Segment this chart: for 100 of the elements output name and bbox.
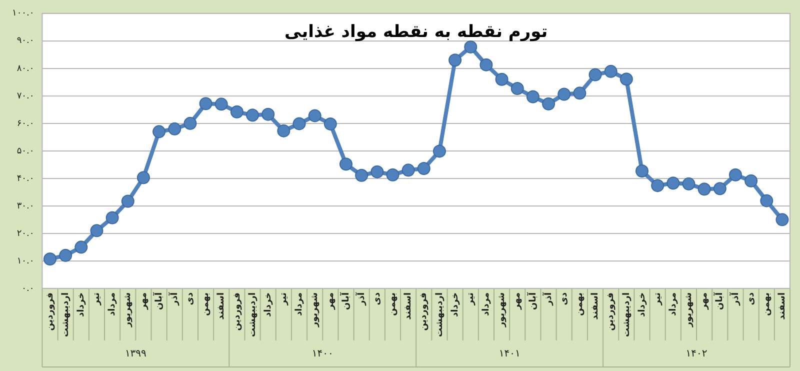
x-tick-label: مرداد (668, 292, 678, 316)
x-tick-label: آذر (728, 292, 741, 306)
text: ۱۴۰۰ (312, 348, 334, 360)
x-tick-label: اسفند (216, 292, 227, 320)
point (386, 168, 400, 182)
y-tick-label: ۶۰.۰ (16, 118, 34, 129)
point (744, 174, 758, 188)
point (526, 90, 540, 104)
point (760, 194, 774, 208)
x-tick-label: فروردین (419, 292, 430, 331)
point (136, 171, 150, 184)
text: ۱۴۰۱ (498, 348, 520, 360)
x-tick-label: اسفند (590, 292, 601, 320)
point (214, 98, 228, 111)
point (698, 182, 711, 196)
x-tick-label: خرداد (450, 292, 460, 317)
point (355, 168, 368, 182)
x-tick-label: اردیبهشت (622, 292, 632, 338)
point (682, 177, 696, 190)
x-tick-label: بهمن (201, 292, 212, 316)
x-tick-label: آبان (526, 292, 538, 310)
x-tick-label: شهریور (310, 292, 320, 328)
x-tick-label: مهر (700, 292, 710, 311)
x-tick-label: مهر (512, 292, 523, 311)
point (728, 168, 742, 182)
x-tick-label: اسفند (778, 292, 788, 320)
y-tick-label: ۱۰۰.۰ (12, 8, 34, 19)
point (106, 211, 119, 224)
text: تورم نقطه به نقطه مواد غذایی (284, 22, 548, 42)
point (651, 179, 664, 192)
point (370, 165, 384, 178)
point (74, 240, 88, 254)
x-tick-label: تیر (92, 292, 102, 306)
x-tick-label: فروردین (232, 292, 242, 331)
point (542, 97, 556, 110)
point (277, 124, 290, 138)
x-tick-label: آبان (339, 292, 352, 310)
point (184, 116, 197, 130)
y-tick-label: ۸۰.۰ (16, 64, 34, 74)
x-tick-label: دی (559, 292, 570, 306)
y-tick-label: ۵۰.۰ (16, 146, 34, 156)
x-tick-label: شهریور (684, 292, 694, 328)
text: ۱۳۹۹ (124, 348, 146, 360)
x-tick-label: اردیبهشت (248, 292, 258, 338)
point (573, 86, 586, 100)
point (230, 105, 244, 118)
x-tick-label: مهر (138, 292, 149, 311)
point (620, 72, 633, 86)
x-tick-label: مرداد (482, 292, 492, 316)
x-tick-label: خرداد (637, 292, 648, 317)
x-tick-label: شهریور (497, 292, 508, 328)
x-tick-label: تیر (466, 292, 476, 306)
point (495, 72, 508, 86)
point (324, 117, 337, 130)
point (152, 125, 166, 138)
y-tick-label: ۴۰.۰ (16, 174, 34, 184)
x-tick-label: دی (372, 292, 382, 306)
text: ۱۴۰۲ (686, 348, 708, 360)
x-tick-label: خرداد (76, 292, 86, 317)
x-tick-label: مرداد (108, 292, 118, 316)
point (262, 108, 275, 121)
x-tick-label: اسفند (404, 292, 414, 320)
x-tick-label: دی (186, 292, 196, 306)
x-tick-label: آذر (542, 292, 554, 306)
x-tick-label: اردیبهشت (434, 292, 445, 338)
y-tick-label: ۱۰.۰ (16, 256, 34, 266)
x-tick-label: فروردین (606, 292, 616, 331)
x-tick-label: تیر (652, 292, 663, 306)
point (432, 144, 446, 158)
point (635, 164, 648, 178)
point (558, 88, 571, 101)
point (776, 213, 789, 226)
point (199, 97, 212, 110)
point (604, 64, 618, 78)
point (417, 162, 430, 176)
y-tick-label: ۷۰.۰ (16, 91, 34, 102)
x-tick-label: آذر (354, 292, 367, 306)
point (666, 176, 680, 190)
point (588, 68, 602, 82)
x-tick-label: آذر (168, 292, 180, 306)
y-tick-label: ۲۰.۰ (16, 228, 34, 239)
x-tick-label: بهمن (388, 292, 398, 316)
x-tick-label: بهمن (575, 292, 586, 316)
point (59, 248, 72, 262)
x-tick-label: تیر (279, 292, 290, 306)
x-tick-label: مهر (326, 292, 336, 311)
point (121, 194, 134, 208)
point (448, 54, 462, 67)
point (713, 182, 726, 196)
point (510, 82, 524, 95)
x-tick-label: اردیبهشت (60, 292, 71, 338)
x-tick-label: مرداد (294, 292, 305, 316)
x-tick-label: شهریور (123, 292, 134, 328)
point (90, 224, 104, 238)
x-tick-label: خرداد (263, 292, 274, 317)
x-tick-label: فروردین (45, 292, 56, 331)
point (402, 164, 415, 177)
x-tick-label: بهمن (762, 292, 772, 316)
point (168, 122, 182, 136)
point (292, 117, 306, 130)
